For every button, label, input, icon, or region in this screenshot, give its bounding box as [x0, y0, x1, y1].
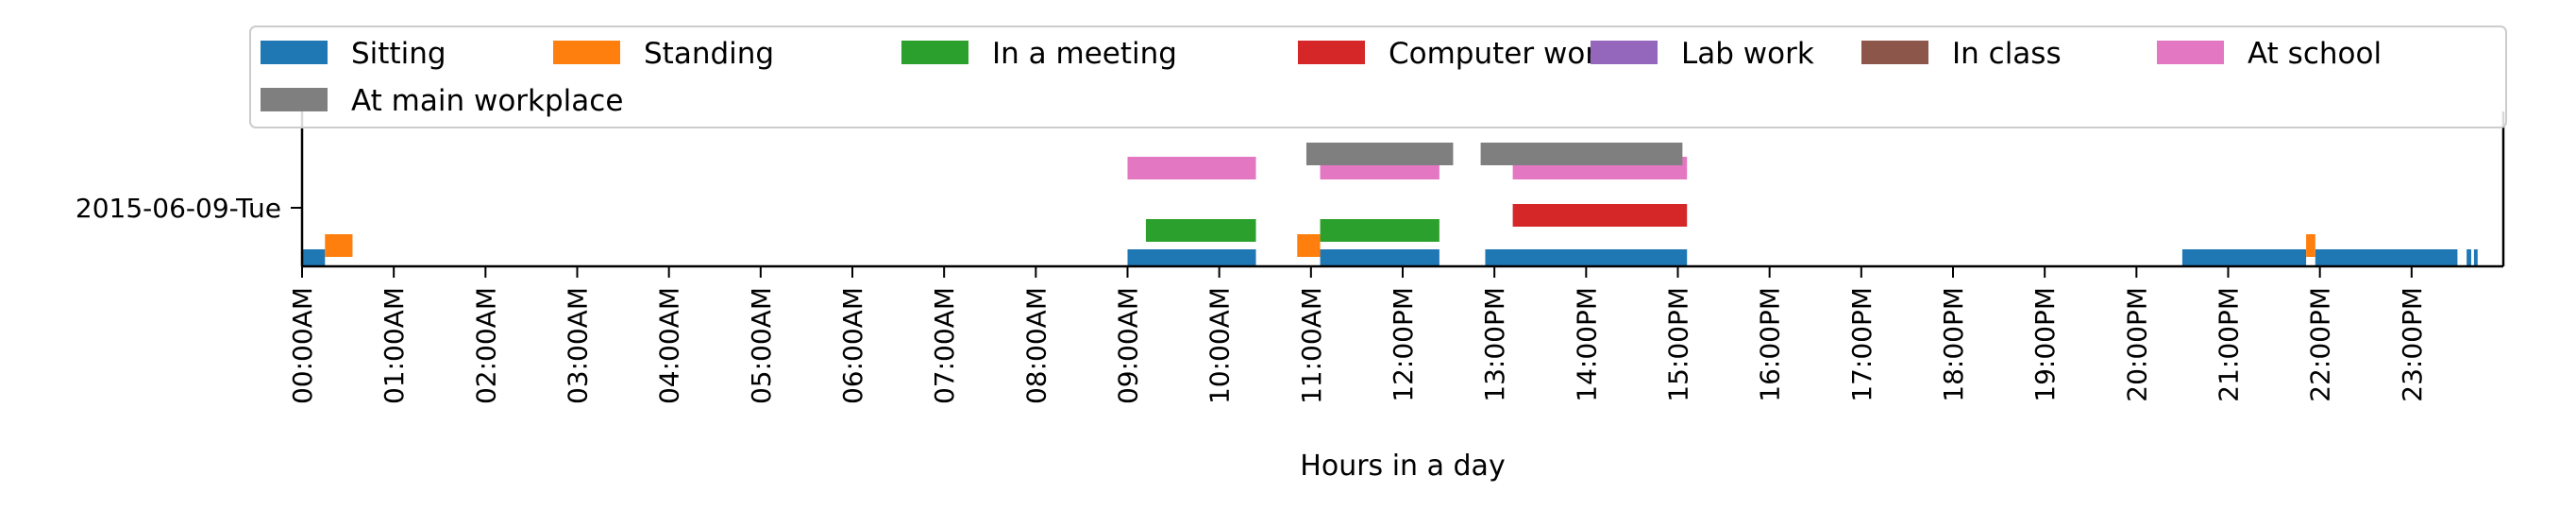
legend: Sitting Standing In a meeting Computer work… — [249, 26, 2507, 128]
bar-standing-1 — [1297, 234, 1321, 257]
x-tick-label: 14:00PM — [1571, 287, 1602, 402]
legend-entry-label: In a meeting — [992, 37, 1177, 71]
bar-in-a-meeting-0 — [1145, 219, 1256, 242]
x-tick-label: 23:00PM — [2397, 287, 2428, 402]
legend-frame — [249, 26, 2507, 128]
legend-swatch — [1298, 41, 1365, 64]
y-tick-label: 2015-06-09-Tue — [76, 193, 281, 224]
bar-standing-0 — [325, 234, 353, 257]
legend-swatch — [1591, 41, 1658, 64]
bar-standing-2 — [2306, 234, 2315, 257]
x-tick-label: 10:00AM — [1204, 287, 1236, 404]
x-tick-label: 06:00AM — [837, 287, 868, 404]
bar-sitting-2 — [1320, 249, 1440, 266]
legend-entry-label: In class — [1952, 37, 2062, 71]
legend-swatch — [553, 41, 620, 64]
x-tick-label: 15:00PM — [1663, 287, 1694, 402]
bars-layer — [302, 143, 2478, 266]
legend-entry-label: At school — [2248, 37, 2382, 71]
bar-sitting-4 — [2181, 249, 2307, 266]
bar-sitting-7 — [2473, 249, 2478, 266]
x-tick-label: 11:00AM — [1296, 287, 1327, 404]
x-tick-label: 00:00AM — [287, 287, 318, 404]
bar-at-main-workplace-0 — [1305, 143, 1454, 165]
legend-swatch — [2157, 41, 2224, 64]
legend-swatch — [261, 88, 328, 111]
x-tick-label: 16:00PM — [1755, 287, 1786, 402]
x-tick-label: 07:00AM — [929, 287, 960, 404]
axes-layer — [300, 111, 2505, 268]
bar-at-school-0 — [1127, 157, 1256, 179]
bar-sitting-1 — [1127, 249, 1256, 266]
x-tick-label: 20:00PM — [2121, 287, 2152, 402]
x-tick-label: 08:00AM — [1020, 287, 1052, 404]
bar-in-a-meeting-1 — [1320, 219, 1440, 242]
x-tick-label: 21:00PM — [2214, 287, 2245, 402]
y-ticks-layer: 2015-06-09-Tue — [76, 193, 302, 224]
legend-swatch — [1861, 41, 1928, 64]
x-tick-label: 12:00PM — [1388, 287, 1419, 402]
x-tick-label: 19:00PM — [2029, 287, 2061, 402]
legend-entry-label: At main workplace — [351, 84, 623, 118]
bar-sitting-5 — [2315, 249, 2458, 266]
legend-swatch — [901, 41, 968, 64]
x-tick-label: 01:00AM — [379, 287, 410, 404]
bar-sitting-6 — [2467, 249, 2471, 266]
bar-sitting-0 — [302, 249, 326, 266]
legend-entry-label: Computer work — [1389, 37, 1614, 71]
x-tick-label: 03:00AM — [563, 287, 594, 404]
bar-at-main-workplace-1 — [1480, 143, 1683, 165]
x-axis-label: Hours in a day — [1300, 450, 1505, 483]
x-tick-label: 17:00PM — [1846, 287, 1877, 402]
x-tick-label: 04:00AM — [654, 287, 685, 404]
x-ticks-layer: 00:00AM 01:00AM 02:00AM 03:00AM 04:00AM 05:00… — [287, 266, 2428, 404]
legend-entry-label: Sitting — [351, 37, 446, 71]
legend-entry-label: Lab work — [1681, 37, 1814, 71]
bar-computer-work-0 — [1512, 204, 1688, 227]
x-tick-label: 09:00AM — [1113, 287, 1144, 404]
x-tick-label: 18:00PM — [1938, 287, 1969, 402]
x-tick-label: 13:00PM — [1479, 287, 1510, 402]
legend-swatch — [261, 41, 328, 64]
x-tick-label: 22:00PM — [2305, 287, 2336, 402]
legend-entry-label: Standing — [644, 37, 774, 71]
x-tick-label: 02:00AM — [470, 287, 501, 404]
x-tick-label: 05:00AM — [746, 287, 777, 404]
bar-sitting-3 — [1485, 249, 1688, 266]
